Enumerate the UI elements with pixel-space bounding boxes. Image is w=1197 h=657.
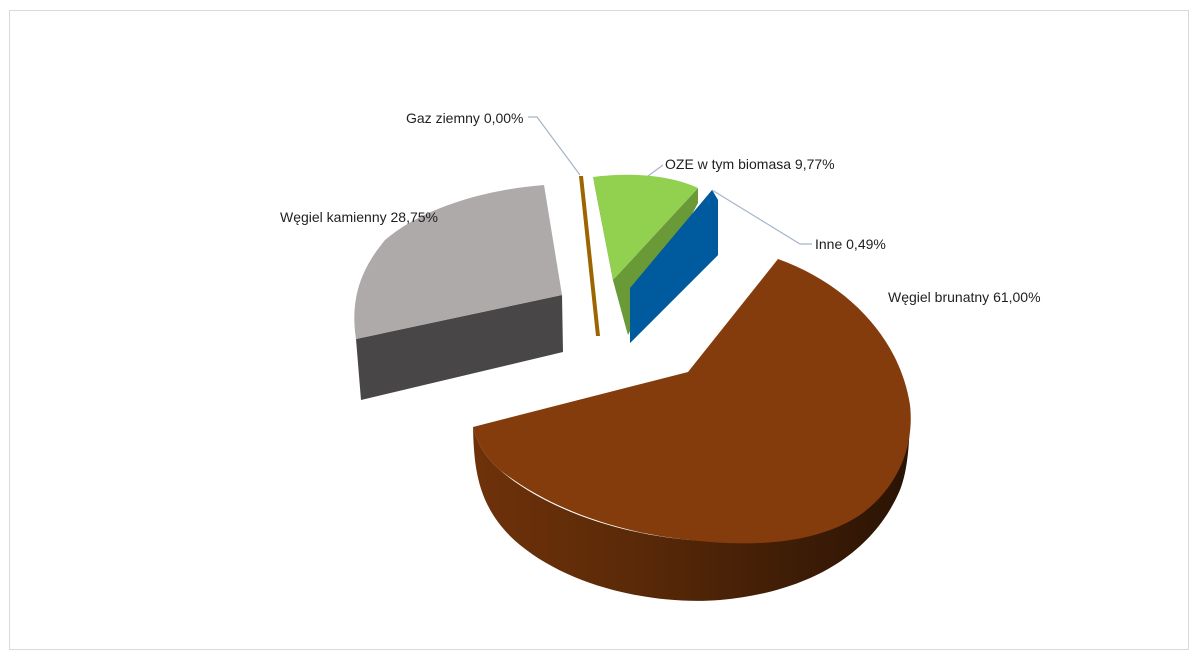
leader-line-inne <box>712 190 812 244</box>
label-gaz-ziemny: Gaz ziemny 0,00% <box>406 110 524 126</box>
leader-line-oze <box>648 165 663 176</box>
label-oze: OZE w tym biomasa 9,77% <box>665 156 835 172</box>
label-wegiel-brunatny: Węgiel brunatny 61,00% <box>888 289 1041 305</box>
label-wegiel-kamienny: Węgiel kamienny 28,75% <box>280 209 438 225</box>
slice-gaz-ziemny-top <box>579 176 600 336</box>
leader-line-gaz <box>528 117 580 175</box>
slice-gaz-ziemny <box>579 176 600 336</box>
label-inne: Inne 0,49% <box>815 236 886 252</box>
